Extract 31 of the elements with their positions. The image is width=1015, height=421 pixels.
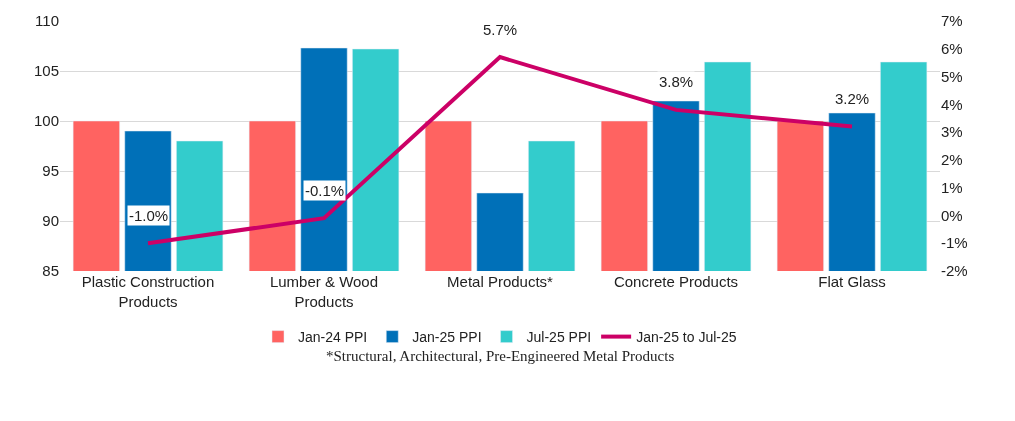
y-tick-label: 100: [33, 112, 59, 130]
x-tick-label: Flat Glass: [818, 273, 886, 290]
y-tick-label: 95: [42, 162, 59, 180]
data-label: 3.8%: [659, 73, 694, 90]
x-tick-label: Plastic Construction Products: [81, 273, 215, 310]
legend-label: Jul-25 PPI: [526, 329, 592, 346]
y2-tick-label: -2%: [941, 262, 968, 280]
y2-tick-label: 6%: [941, 40, 963, 58]
x-tick-label: Metal Products*: [447, 273, 554, 290]
data-label: 5.7%: [483, 21, 518, 38]
legend-label: Jan-24 PPI: [298, 329, 368, 346]
data-label: -0.1%: [305, 182, 345, 199]
y2-tick-label: 7%: [941, 12, 963, 30]
y2-tick-label: 0%: [941, 206, 963, 224]
y-tick-label: 110: [35, 12, 59, 30]
y2-tick-label: -1%: [941, 234, 968, 252]
y2-tick-label: 3%: [941, 123, 963, 141]
y2-tick-label: 5%: [941, 67, 963, 85]
data-label: -1.0%: [129, 207, 169, 224]
y2-tick-label: 1%: [941, 178, 963, 196]
y2-tick-label: 2%: [941, 151, 963, 169]
x-tick-label: Lumber & Wood Products: [269, 273, 379, 310]
y-tick-label: 105: [33, 62, 59, 80]
legend-label: Jan-25 to Jul-25: [636, 329, 737, 346]
x-tick-label: Concrete Products: [613, 273, 739, 290]
text: *Structural, Architectural, Pre-Engineered Metal Products: [326, 348, 675, 364]
data-label: 3.2%: [835, 90, 870, 107]
y2-tick-label: 4%: [941, 95, 963, 113]
legend-label: Jan-25 PPI: [412, 329, 482, 346]
y-tick-label: 90: [42, 212, 59, 230]
y-tick-label: 85: [42, 262, 59, 280]
